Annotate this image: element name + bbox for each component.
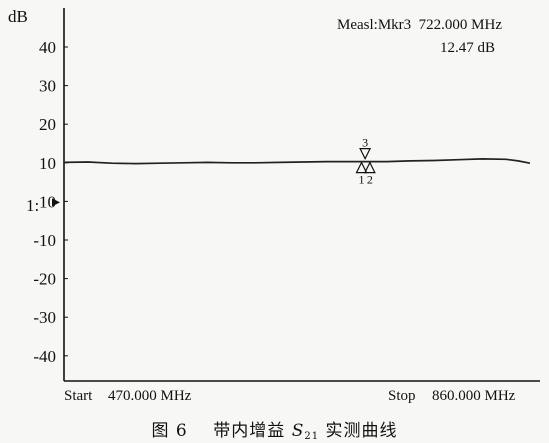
y-tick-labels: 40 30 20 10 10 -10 -20 -30 -40 [33,38,68,366]
caption-prefix: 图 6 带内增益 [151,421,292,441]
y-tick-label: 10 [39,154,56,173]
y-tick-label: 10 [39,192,56,211]
caption-symbol: S [291,421,305,441]
stop-label: Stop [388,388,416,404]
marker-1-icon [355,161,368,174]
markers: 3 1 2 [355,136,376,187]
caption-subscript: 21 [304,431,320,442]
marker-2-icon [363,161,376,174]
marker-3-label: 3 [362,136,368,150]
y-tick-label: -30 [33,308,56,327]
reference-arrow-icon [52,198,60,207]
y-tick-label: 30 [39,77,56,96]
y-tick-label: 20 [39,115,56,134]
marker-2-label: 2 [367,173,373,187]
y-tick-label: -40 [33,347,56,366]
y-axis-label: dB [8,7,28,26]
y-tick-label: 40 [39,38,56,57]
y-tick-label: -20 [33,270,56,289]
caption-suffix: 实测曲线 [319,421,398,441]
y-tick-label: -10 [33,231,56,250]
readout-line1: Measl:Mkr3 722.000 MHz [337,17,502,33]
series-line [63,158,531,165]
start-value: 470.000 MHz [108,388,192,404]
marker-1-label: 1 [359,173,365,187]
reference-marker-label: 1: [26,196,39,215]
stop-value: 860.000 MHz [432,388,516,404]
marker-3-icon [359,148,372,160]
start-label: Start [64,388,93,404]
readout-line2: 12.47 dB [440,40,495,56]
figure-caption: 图 6 带内增益 S21 实测曲线 [0,416,549,442]
